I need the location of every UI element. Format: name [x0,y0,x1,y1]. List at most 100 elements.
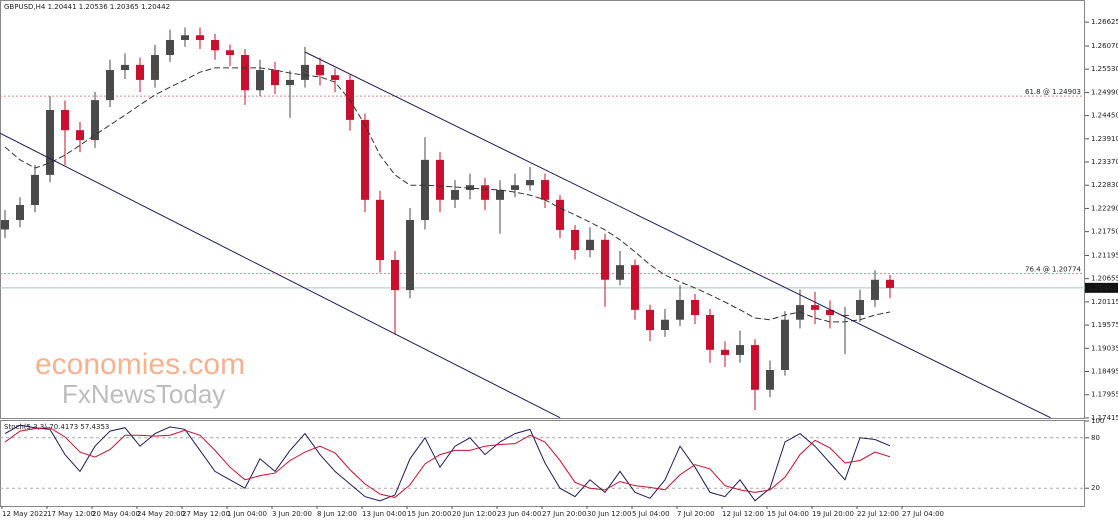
price-box [1085,282,1118,293]
x-tick-label: 19 Jul 20:00 [812,510,854,518]
y-tick-label: 1.24990 [1091,88,1118,96]
candle-body [676,299,684,320]
candle-body [841,315,849,317]
x-tick-label: 1 Jun 04:00 [227,510,267,518]
candle-body [91,100,99,141]
candle-body [511,185,519,190]
candle-body [541,180,549,200]
candle-body [196,35,204,40]
candle-body [61,110,69,131]
x-tick-label: 15 Jul 04:00 [767,510,809,518]
candle-body [241,55,249,91]
candle-body [646,309,654,331]
y-tick-label: 1.22830 [1091,181,1118,189]
y-tick-label: 1.23910 [1091,135,1118,143]
x-tick-label: 30 Jun 12:00 [587,510,631,518]
candle-body [391,259,399,291]
x-tick-label: 12 Jul 12:00 [722,510,764,518]
x-tick-label: 8 Jun 12:00 [317,510,357,518]
candle-body [811,305,819,310]
x-tick-label: 15 Jun 20:00 [407,510,451,518]
y-tick-label: 1.17955 [1091,391,1118,399]
candle-body [121,64,129,71]
candle-body [151,55,159,80]
y-tick-label: 1.19035 [1091,344,1118,352]
x-tick-label: 20 May 04:00 [92,510,140,518]
candle-body [571,229,579,251]
x-tick-label: 22 Jul 12:00 [857,510,899,518]
candle-body [481,185,489,200]
candle-body [856,299,864,316]
y-tick-label: 1.26070 [1091,42,1118,50]
candle-body [361,119,369,200]
candle-body [601,239,609,280]
x-tick-label: 27 May 12:00 [182,510,230,518]
candle-body [556,199,564,230]
candle-body [886,279,894,288]
x-tick-label: 7 Jul 20:00 [677,510,715,518]
candle-body [136,64,144,80]
stoch-tick-label: 20 [1091,484,1100,492]
x-tick-label: 20 Jun 12:00 [452,510,496,518]
candle-body [76,130,84,141]
x-tick-label: 3 Jun 20:00 [272,510,312,518]
stoch-tick-label: 100 [1091,417,1104,425]
x-tick-label: 12 May 2022 [2,510,48,518]
candle-body [736,345,744,355]
candle-body [211,39,219,51]
candle-body [586,239,594,251]
candle-body [166,39,174,56]
watermark: FxNewsToday [62,379,225,409]
candle-body [871,279,879,300]
candle-body [226,50,234,56]
y-tick-label: 1.24450 [1091,112,1118,120]
candle-body [316,64,324,76]
channel-line [304,51,1051,419]
candle-body [751,345,759,390]
stoch-k [4,424,891,502]
fib-label: 76.4 @ 1.20774 [1025,266,1082,274]
candle-body [526,180,534,186]
x-tick-label: 24 May 20:00 [137,510,185,518]
candle-body [16,204,24,221]
fib-label: 61.8 @ 1.24903 [1025,88,1081,96]
candle-body [181,35,189,40]
candle-body [631,265,639,310]
candle-body [451,189,459,200]
y-tick-label: 1.18495 [1091,368,1118,376]
candle-body [256,70,264,91]
candle-body [721,349,729,355]
chart-title: GBPUSD,H4 1.20441 1.20536 1.20365 1.2044… [4,3,170,11]
y-tick-label: 1.17415 [1091,414,1118,422]
price-label: 1.20442 [1088,284,1117,292]
candle-body [691,299,699,316]
watermark: economies.com [35,348,245,381]
channel-line [0,132,561,419]
candle-body [436,159,444,200]
candle-body [271,70,279,86]
candle-body [331,75,339,80]
x-tick-label: 13 Jun 04:00 [362,510,406,518]
candle-body [301,64,309,80]
candle-body [496,189,504,200]
candle-body [46,110,54,175]
stoch-tick-label: 80 [1091,434,1100,442]
stoch-d [4,427,891,498]
candle-body [466,185,474,190]
y-tick-label: 1.23370 [1091,158,1118,166]
x-tick-label: 23 Jun 04:00 [497,510,541,518]
candle-body [376,199,384,260]
x-tick-label: 27 Jul 04:00 [902,510,944,518]
candle-body [106,70,114,101]
x-tick-label: 17 May 12:00 [47,510,95,518]
candle-body [826,309,834,316]
candle-body [766,370,774,390]
candle-body [31,174,39,205]
stoch-panel [0,420,1085,507]
y-tick-label: 1.26625 [1091,18,1118,26]
y-tick-label: 1.21750 [1091,228,1118,236]
candle-body [406,220,414,291]
x-tick-label: 27 Jun 20:00 [542,510,586,518]
candle-body [1,220,9,230]
